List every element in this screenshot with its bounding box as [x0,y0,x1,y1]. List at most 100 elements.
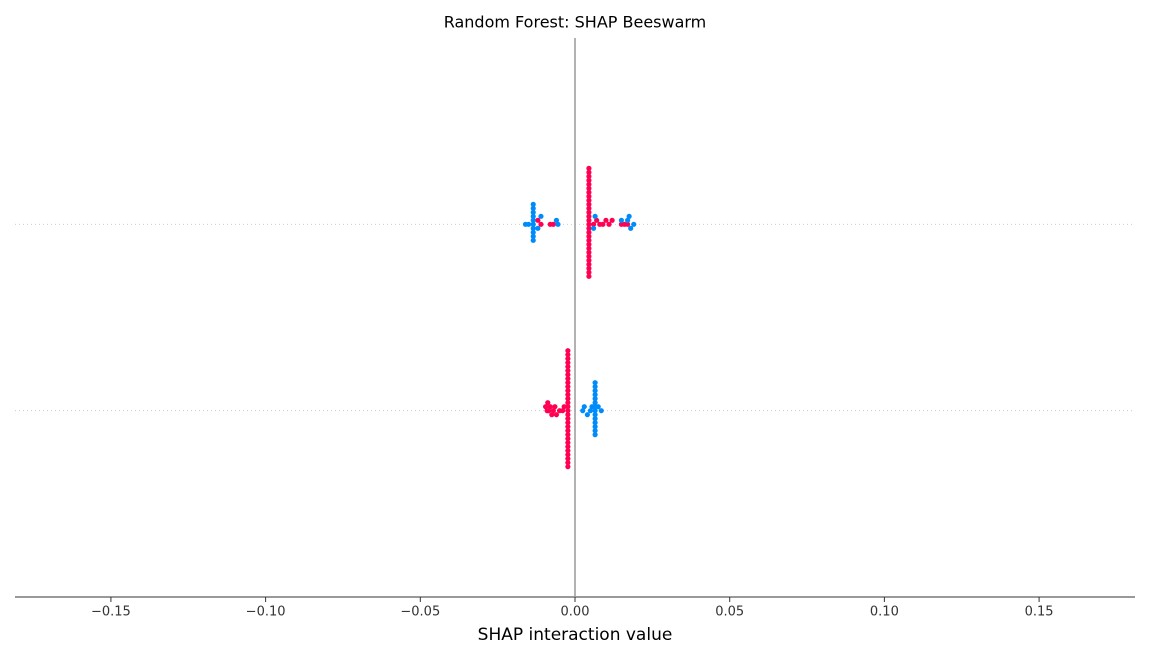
dot [565,456,571,462]
dot [586,189,592,195]
dot [565,348,571,354]
dot [586,221,592,227]
dot [586,225,592,231]
dot [592,396,598,402]
dot [565,352,571,358]
dot [565,452,571,458]
chart-title: Random Forest: SHAP Beeswarm [444,13,707,32]
dot [565,388,571,394]
dot [530,233,536,239]
dot [592,428,598,434]
dot [565,412,571,418]
dot [586,269,592,275]
dot [565,424,571,430]
dot [586,177,592,183]
dot [592,388,598,394]
dot [535,217,541,223]
dot [624,221,631,227]
x-tick-label: 0.15 [1025,605,1054,620]
dot [546,408,552,414]
x-tick-label: 0.10 [870,605,899,620]
dot [586,209,592,215]
dot [565,396,571,402]
dot [586,185,592,191]
dot [565,404,571,410]
dot [592,412,598,418]
dot [592,416,598,422]
dot [592,380,598,386]
dot [586,249,592,255]
dot [589,404,595,410]
x-axis-label: SHAP interaction value [478,625,673,645]
dot [538,221,544,227]
dot [586,169,592,175]
dot [565,408,571,414]
dot [553,217,560,223]
dot [530,237,536,243]
dot [550,408,556,414]
dot [561,404,567,410]
dot [565,448,571,454]
dot [530,209,536,215]
dot [626,213,632,219]
dot [586,201,592,207]
dot [565,436,571,442]
dot [586,193,592,199]
dot [590,221,597,227]
dot [530,201,536,207]
dot [592,432,598,438]
dot [565,444,571,450]
dot [565,384,571,390]
dot [560,408,566,414]
dot [547,404,553,410]
dot [565,400,571,406]
dot [555,221,561,227]
dot [586,233,592,239]
dot [525,221,532,227]
dot [628,225,634,231]
dot [592,420,598,426]
dot [586,197,592,203]
dot [586,205,592,211]
dot [592,400,598,406]
dot [549,412,555,418]
dot [581,404,587,410]
dot [624,217,631,223]
dot [565,356,571,362]
dot [565,432,571,438]
dot [586,265,592,271]
dot [530,225,536,231]
dot [586,165,592,171]
dot [586,273,592,279]
x-tick-label: −0.05 [400,605,440,620]
dot [565,360,571,366]
dot [565,376,571,382]
dot [565,440,571,446]
dot [609,217,615,223]
dot [594,217,600,223]
dot [586,181,592,187]
dot [592,213,598,219]
dot [552,404,558,410]
dot [586,257,592,263]
dot [565,464,571,470]
dot [565,380,571,386]
dot [553,412,560,418]
dot [603,217,609,223]
x-tick-label: −0.15 [91,605,131,620]
dot [592,424,598,430]
dot [543,404,549,410]
dot [586,237,592,243]
dot [595,404,601,410]
dot [550,221,556,227]
dot [592,408,598,414]
dot [606,221,612,227]
dot [580,408,586,414]
dot [530,221,536,227]
x-tick-label: 0.05 [715,605,744,620]
dot [565,368,571,374]
dot [592,384,598,390]
dot [565,460,571,466]
dot [535,225,541,231]
